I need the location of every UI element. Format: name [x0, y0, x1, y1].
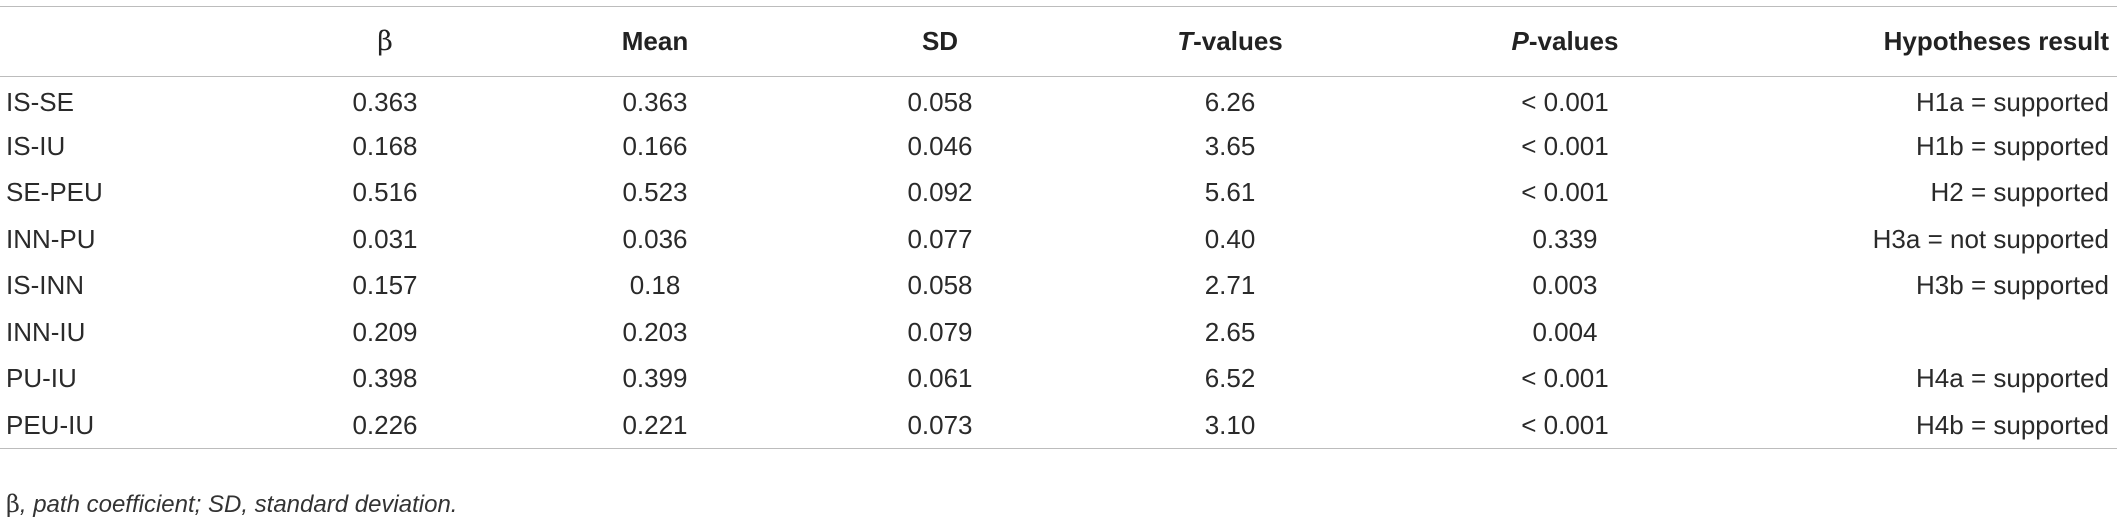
header-path: [0, 7, 260, 77]
cell-mean: 0.166: [622, 130, 688, 161]
table-row: PEU-IU 0.226 0.221 0.073 3.10 < 0.001 H4…: [0, 402, 2117, 449]
header-p-values: P-values: [1380, 7, 1750, 77]
cell-sd: 0.092: [907, 177, 973, 208]
table-row: IS-SE 0.363 0.363 0.058 6.26 < 0.001 H1a…: [0, 77, 2117, 124]
cell-p-value: < 0.001: [1521, 409, 1609, 440]
header-t-rest: -values: [1193, 26, 1283, 56]
cell-mean: 0.399: [622, 363, 688, 394]
cell-result: H2 = supported: [1930, 177, 2109, 208]
cell-p-value: 0.004: [1532, 316, 1598, 347]
header-row: β Mean SD T-values P-values Hypotheses r…: [0, 6, 2117, 77]
cell-beta: 0.209: [352, 316, 418, 347]
cell-path: PU-IU: [6, 363, 77, 394]
table-row: PU-IU 0.398 0.399 0.061 6.52 < 0.001 H4a…: [0, 356, 2117, 403]
table-row: IS-INN 0.157 0.18 0.058 2.71 0.003 H3b =…: [0, 263, 2117, 310]
cell-p-value: < 0.001: [1521, 363, 1609, 394]
cell-sd: 0.077: [907, 223, 973, 254]
header-sd: SD: [921, 26, 959, 56]
cell-mean: 0.363: [622, 86, 688, 117]
cell-mean: 0.523: [622, 177, 688, 208]
header-p-italic: P: [1511, 26, 1529, 56]
cell-p-value: < 0.001: [1521, 177, 1609, 208]
cell-sd: 0.058: [907, 86, 973, 117]
cell-result: H1b = supported: [1916, 130, 2109, 161]
cell-p-value: < 0.001: [1521, 130, 1609, 161]
cell-path: PEU-IU: [6, 409, 95, 440]
cell-beta: 0.516: [352, 177, 418, 208]
table-row: IS-IU 0.168 0.166 0.046 3.65 < 0.001 H1b…: [0, 123, 2117, 170]
cell-mean: 0.18: [629, 270, 681, 301]
table-body: IS-SE 0.363 0.363 0.058 6.26 < 0.001 H1a…: [0, 77, 2117, 449]
cell-result: H4a = supported: [1916, 363, 2109, 394]
cell-beta: 0.157: [352, 270, 418, 301]
header-beta: β: [377, 26, 393, 57]
header-t-values: T-values: [1080, 7, 1380, 77]
cell-beta: 0.363: [352, 86, 418, 117]
table-footnote: β, path coefficient; SD, standard deviat…: [6, 490, 457, 519]
cell-result: H3a = not supported: [1872, 223, 2109, 254]
path-coefficients-table: β Mean SD T-values P-values Hypotheses r…: [0, 6, 2117, 449]
footnote-text: , path coefficient; SD, standard deviati…: [19, 491, 458, 518]
cell-sd: 0.061: [907, 363, 973, 394]
cell-t-value: 5.61: [1204, 177, 1256, 208]
cell-beta: 0.031: [352, 223, 418, 254]
cell-path: IS-IU: [6, 130, 66, 161]
cell-mean: 0.203: [622, 316, 688, 347]
cell-t-value: 3.10: [1204, 409, 1256, 440]
cell-t-value: 2.71: [1204, 270, 1256, 301]
table-header: β Mean SD T-values P-values Hypotheses r…: [0, 6, 2117, 77]
cell-beta: 0.398: [352, 363, 418, 394]
cell-t-value: 6.52: [1204, 363, 1256, 394]
table-row: SE-PEU 0.516 0.523 0.092 5.61 < 0.001 H2…: [0, 170, 2117, 217]
cell-path: INN-IU: [6, 316, 86, 347]
cell-sd: 0.079: [907, 316, 973, 347]
table-row: INN-PU 0.031 0.036 0.077 0.40 0.339 H3a …: [0, 216, 2117, 263]
cell-sd: 0.046: [907, 130, 973, 161]
cell-beta: 0.226: [352, 409, 418, 440]
header-mean: Mean: [621, 26, 689, 56]
header-t-italic: T: [1177, 26, 1194, 56]
cell-t-value: 3.65: [1204, 130, 1256, 161]
cell-result: H4b = supported: [1916, 409, 2109, 440]
cell-mean: 0.036: [622, 223, 688, 254]
footnote-beta-symbol: β: [6, 490, 20, 518]
cell-t-value: 0.40: [1204, 223, 1256, 254]
cell-p-value: 0.003: [1532, 270, 1598, 301]
cell-sd: 0.073: [907, 409, 973, 440]
cell-result: H3b = supported: [1916, 270, 2109, 301]
cell-beta: 0.168: [352, 130, 418, 161]
cell-result: [1750, 309, 2117, 356]
cell-p-value: 0.339: [1532, 223, 1598, 254]
header-p-rest: -values: [1528, 26, 1619, 56]
cell-result: H1a = supported: [1916, 86, 2109, 117]
table-row: INN-IU 0.209 0.203 0.079 2.65 0.004: [0, 309, 2117, 356]
cell-p-value: < 0.001: [1521, 86, 1609, 117]
cell-path: IS-SE: [6, 86, 74, 117]
cell-mean: 0.221: [622, 409, 688, 440]
cell-t-value: 2.65: [1204, 316, 1256, 347]
cell-path: INN-PU: [6, 223, 96, 254]
cell-sd: 0.058: [907, 270, 973, 301]
cell-t-value: 6.26: [1204, 86, 1256, 117]
cell-path: IS-INN: [6, 270, 84, 301]
header-hypotheses-result: Hypotheses result: [1883, 26, 2109, 56]
cell-path: SE-PEU: [6, 177, 103, 208]
